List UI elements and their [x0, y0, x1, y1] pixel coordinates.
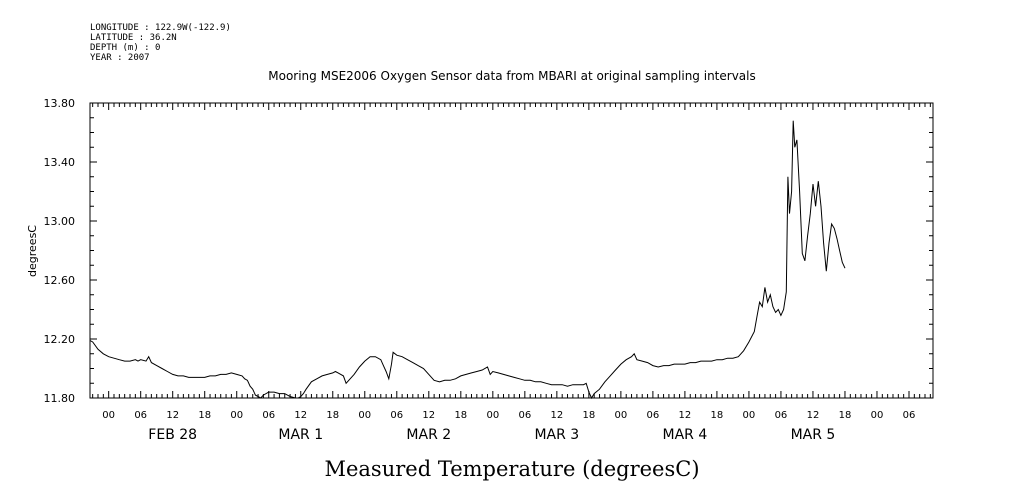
x-hour-label: 06 — [134, 410, 147, 421]
x-hour-label: 18 — [839, 410, 852, 421]
x-hour-label: 18 — [454, 410, 467, 421]
chart-caption: Measured Temperature (degreesC) — [324, 457, 699, 481]
x-hour-label: 12 — [679, 410, 692, 421]
depth-text: DEPTH (m) : 0 — [90, 43, 160, 53]
x-day-label: MAR 2 — [406, 427, 451, 443]
axis-ticks — [90, 102, 933, 399]
x-hour-label: 00 — [615, 410, 628, 421]
x-hour-label: 06 — [390, 410, 403, 421]
x-day-label: MAR 5 — [791, 427, 836, 443]
x-hour-label: 06 — [647, 410, 660, 421]
y-tick-label: 12.20 — [44, 333, 76, 346]
x-hour-label: 00 — [743, 410, 756, 421]
x-hour-label: 12 — [166, 410, 179, 421]
x-hour-label: 00 — [486, 410, 499, 421]
x-hour-label: 12 — [550, 410, 563, 421]
x-hour-label: 12 — [807, 410, 820, 421]
x-hour-label: 18 — [711, 410, 724, 421]
x-hour-label: 06 — [775, 410, 788, 421]
x-day-label: FEB 28 — [148, 427, 197, 443]
x-hour-label: 06 — [518, 410, 531, 421]
axis-labels: 11.80 12.20 12.60 13.00 13.40 13.80 00 06 12 18 00… — [44, 97, 916, 443]
x-hour-label: 18 — [326, 410, 339, 421]
x-hour-label: 00 — [358, 410, 371, 421]
y-tick-label: 13.00 — [44, 215, 76, 228]
y-tick-label: 13.80 — [44, 97, 76, 110]
plot-frame — [89, 102, 934, 399]
series-layer — [89, 120, 846, 400]
x-hour-label: 00 — [102, 410, 115, 421]
x-hour-label: 06 — [903, 410, 916, 421]
temperature-series-line — [89, 120, 846, 400]
x-hour-label: 12 — [422, 410, 435, 421]
x-hour-label: 00 — [230, 410, 243, 421]
x-hour-label: 18 — [582, 410, 595, 421]
x-day-label: MAR 4 — [663, 427, 708, 443]
x-hour-label: 00 — [871, 410, 884, 421]
chart-title: Mooring MSE2006 Oxygen Sensor data from … — [268, 69, 756, 83]
metadata-block: LONGITUDE : 122.9W(-122.9) LATITUDE : 36… — [90, 23, 231, 63]
y-tick-label: 12.60 — [44, 274, 76, 287]
y-tick-label: 13.40 — [44, 156, 76, 169]
x-hour-label: 06 — [262, 410, 275, 421]
y-axis-title: degreesC — [26, 225, 39, 277]
longitude-text: LONGITUDE : 122.9W(-122.9) — [90, 23, 231, 33]
year-text: YEAR : 2007 — [90, 53, 150, 63]
x-day-label: MAR 3 — [534, 427, 579, 443]
x-hour-label: 12 — [294, 410, 307, 421]
x-day-label: MAR 1 — [278, 427, 323, 443]
x-hour-label: 18 — [198, 410, 211, 421]
y-tick-label: 11.80 — [44, 392, 76, 405]
latitude-text: LATITUDE : 36.2N — [90, 33, 177, 43]
